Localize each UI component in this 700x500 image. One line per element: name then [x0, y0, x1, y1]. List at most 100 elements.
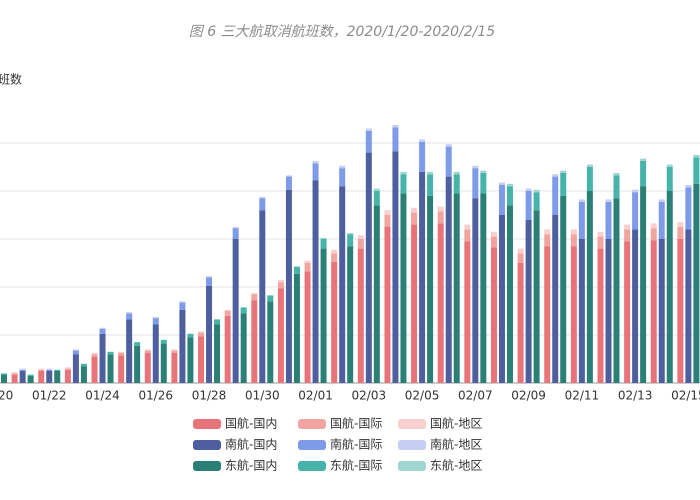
bar-segment: [498, 182, 505, 185]
legend-swatch: [298, 440, 326, 450]
bar-segment: [685, 185, 692, 188]
legend-label: 南航-国内: [225, 437, 277, 452]
bar-segment: [640, 158, 647, 161]
bar-segment: [578, 201, 585, 239]
bar-segment: [91, 354, 98, 357]
bar-segment: [160, 343, 167, 383]
legend-swatch: [193, 419, 221, 429]
bar-segment: [187, 333, 194, 338]
bar-segment: [107, 354, 114, 383]
legend-label: 国航-地区: [430, 416, 482, 431]
bar-segment: [80, 363, 87, 367]
bar-segment: [232, 227, 239, 229]
legend-swatch: [398, 461, 426, 471]
bar-segment: [437, 223, 444, 383]
bar-segment: [54, 371, 61, 383]
bar-segment: [525, 219, 532, 383]
bar-segment: [304, 260, 311, 263]
bar-segment: [624, 224, 631, 230]
bar-segment: [586, 167, 593, 191]
bar-segment: [365, 131, 372, 153]
bar-segment: [658, 201, 665, 239]
bar-segment: [506, 205, 513, 383]
bar-segment: [365, 128, 372, 131]
legend-swatch: [193, 461, 221, 471]
bar-segment: [411, 224, 418, 383]
bar-segment: [357, 239, 364, 249]
legend-label: 南航-国际: [330, 437, 382, 452]
bar-segment: [331, 253, 338, 262]
bar-segment: [384, 227, 391, 383]
bar-segment: [259, 197, 266, 199]
x-tick-label: 02/05: [405, 389, 440, 403]
bar-segment: [411, 207, 418, 213]
bar-segment: [437, 211, 444, 224]
bar-segment: [232, 239, 239, 383]
bar-segment: [517, 263, 524, 383]
bar-segment: [632, 229, 639, 383]
legend-swatch: [398, 419, 426, 429]
bar-segment: [544, 246, 551, 383]
x-tick-label: 02/01: [298, 389, 333, 403]
bar-segment: [224, 315, 231, 383]
bar-segment: [472, 198, 479, 383]
bar-segment: [38, 369, 45, 371]
bar-segment: [171, 349, 178, 351]
bar-segment: [666, 164, 673, 167]
bar-segment: [552, 174, 559, 177]
legend-swatch: [398, 440, 426, 450]
bar-segment: [693, 183, 700, 383]
bar-segment: [99, 327, 106, 329]
bar-segment: [1, 374, 7, 383]
x-tick-label: 01/22: [32, 389, 67, 403]
bar-segment: [152, 324, 159, 383]
bar-segment: [490, 236, 497, 248]
bar-segment: [578, 239, 585, 383]
bar-segment: [650, 228, 657, 241]
bar-segment: [650, 240, 657, 383]
bar-segment: [506, 183, 513, 187]
bar-segment: [91, 356, 98, 383]
legend-swatch: [298, 461, 326, 471]
bar-segment: [347, 246, 354, 383]
legend-label: 国航-国际: [330, 416, 382, 431]
bar-segment: [72, 354, 79, 383]
bar-segment: [613, 173, 620, 176]
bar-segment: [198, 332, 205, 337]
bar-segment: [605, 239, 612, 383]
bar-segment: [605, 201, 612, 239]
x-tick-label: 02/09: [511, 389, 546, 403]
bar-segment: [251, 294, 258, 301]
bar-segment: [666, 167, 673, 191]
bar-segment: [19, 369, 26, 371]
bar-segment: [506, 186, 513, 206]
bar-segment: [107, 351, 114, 355]
bar-segment: [570, 246, 577, 383]
bar-segment: [27, 375, 34, 383]
bar-segment: [392, 127, 399, 152]
bar-segment: [259, 198, 266, 211]
bar-segment: [453, 193, 460, 383]
bar-segment: [533, 189, 540, 193]
bar-segment: [224, 311, 231, 316]
bar-segment: [480, 173, 487, 194]
bar-segment: [419, 139, 426, 142]
x-tick-label: 02/11: [565, 389, 600, 403]
bar-segment: [597, 248, 604, 383]
bar-segment: [693, 157, 700, 184]
bar-segment: [240, 313, 247, 383]
bar-segment: [464, 229, 471, 242]
bar-segment: [632, 189, 639, 193]
bar-segment: [533, 210, 540, 383]
x-tick-label: 01/20: [0, 389, 13, 403]
bar-segment: [134, 345, 141, 383]
bar-segment: [464, 224, 471, 230]
bar-segment: [126, 313, 133, 320]
bar-segment: [650, 223, 657, 229]
bar-segment: [19, 371, 26, 383]
x-tick-label: 01/24: [85, 389, 120, 403]
bar-segment: [347, 233, 354, 235]
bar-segment: [498, 185, 505, 215]
